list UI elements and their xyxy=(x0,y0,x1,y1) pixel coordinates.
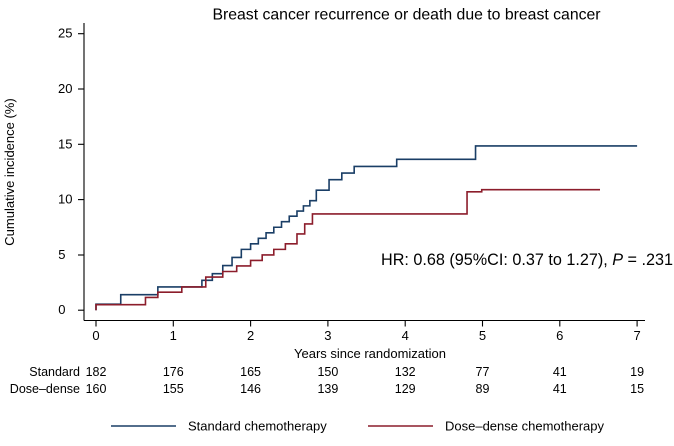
svg-text:176: 176 xyxy=(163,365,184,379)
svg-text:0: 0 xyxy=(92,328,99,343)
svg-text:77: 77 xyxy=(476,365,490,379)
svg-text:15: 15 xyxy=(630,382,644,396)
svg-text:Years since randomization: Years since randomization xyxy=(294,346,446,361)
svg-text:Cumulative incidence (%): Cumulative incidence (%) xyxy=(2,98,17,245)
svg-text:4: 4 xyxy=(402,328,409,343)
svg-text:20: 20 xyxy=(58,81,72,96)
svg-text:41: 41 xyxy=(553,382,567,396)
svg-text:6: 6 xyxy=(556,328,563,343)
svg-text:1: 1 xyxy=(170,328,177,343)
svg-text:89: 89 xyxy=(476,382,490,396)
svg-text:0: 0 xyxy=(58,302,65,317)
svg-text:25: 25 xyxy=(58,26,72,41)
svg-text:155: 155 xyxy=(163,382,184,396)
svg-text:Dose–dense chemotherapy: Dose–dense chemotherapy xyxy=(445,419,604,434)
svg-text:165: 165 xyxy=(240,365,261,379)
svg-text:3: 3 xyxy=(324,328,331,343)
svg-text:150: 150 xyxy=(317,365,338,379)
svg-text:160: 160 xyxy=(86,382,107,396)
svg-text:10: 10 xyxy=(58,192,72,207)
svg-text:41: 41 xyxy=(553,365,567,379)
svg-text:129: 129 xyxy=(395,382,416,396)
svg-text:146: 146 xyxy=(240,382,261,396)
svg-text:7: 7 xyxy=(633,328,640,343)
svg-text:5: 5 xyxy=(58,247,65,262)
svg-text:2: 2 xyxy=(247,328,254,343)
svg-text:132: 132 xyxy=(395,365,416,379)
svg-text:Standard chemotherapy: Standard chemotherapy xyxy=(188,419,327,434)
svg-text:182: 182 xyxy=(86,365,107,379)
svg-text:Dose–dense: Dose–dense xyxy=(10,382,80,396)
svg-text:139: 139 xyxy=(317,382,338,396)
svg-text:15: 15 xyxy=(58,136,72,151)
svg-text:19: 19 xyxy=(630,365,644,379)
svg-text:HR: 0.68 (95%CI: 0.37 to 1.27): HR: 0.68 (95%CI: 0.37 to 1.27), P = .231 xyxy=(381,251,673,269)
svg-text:5: 5 xyxy=(479,328,486,343)
svg-text:Breast cancer recurrence or de: Breast cancer recurrence or death due to… xyxy=(212,7,600,24)
svg-text:Standard: Standard xyxy=(29,365,80,379)
